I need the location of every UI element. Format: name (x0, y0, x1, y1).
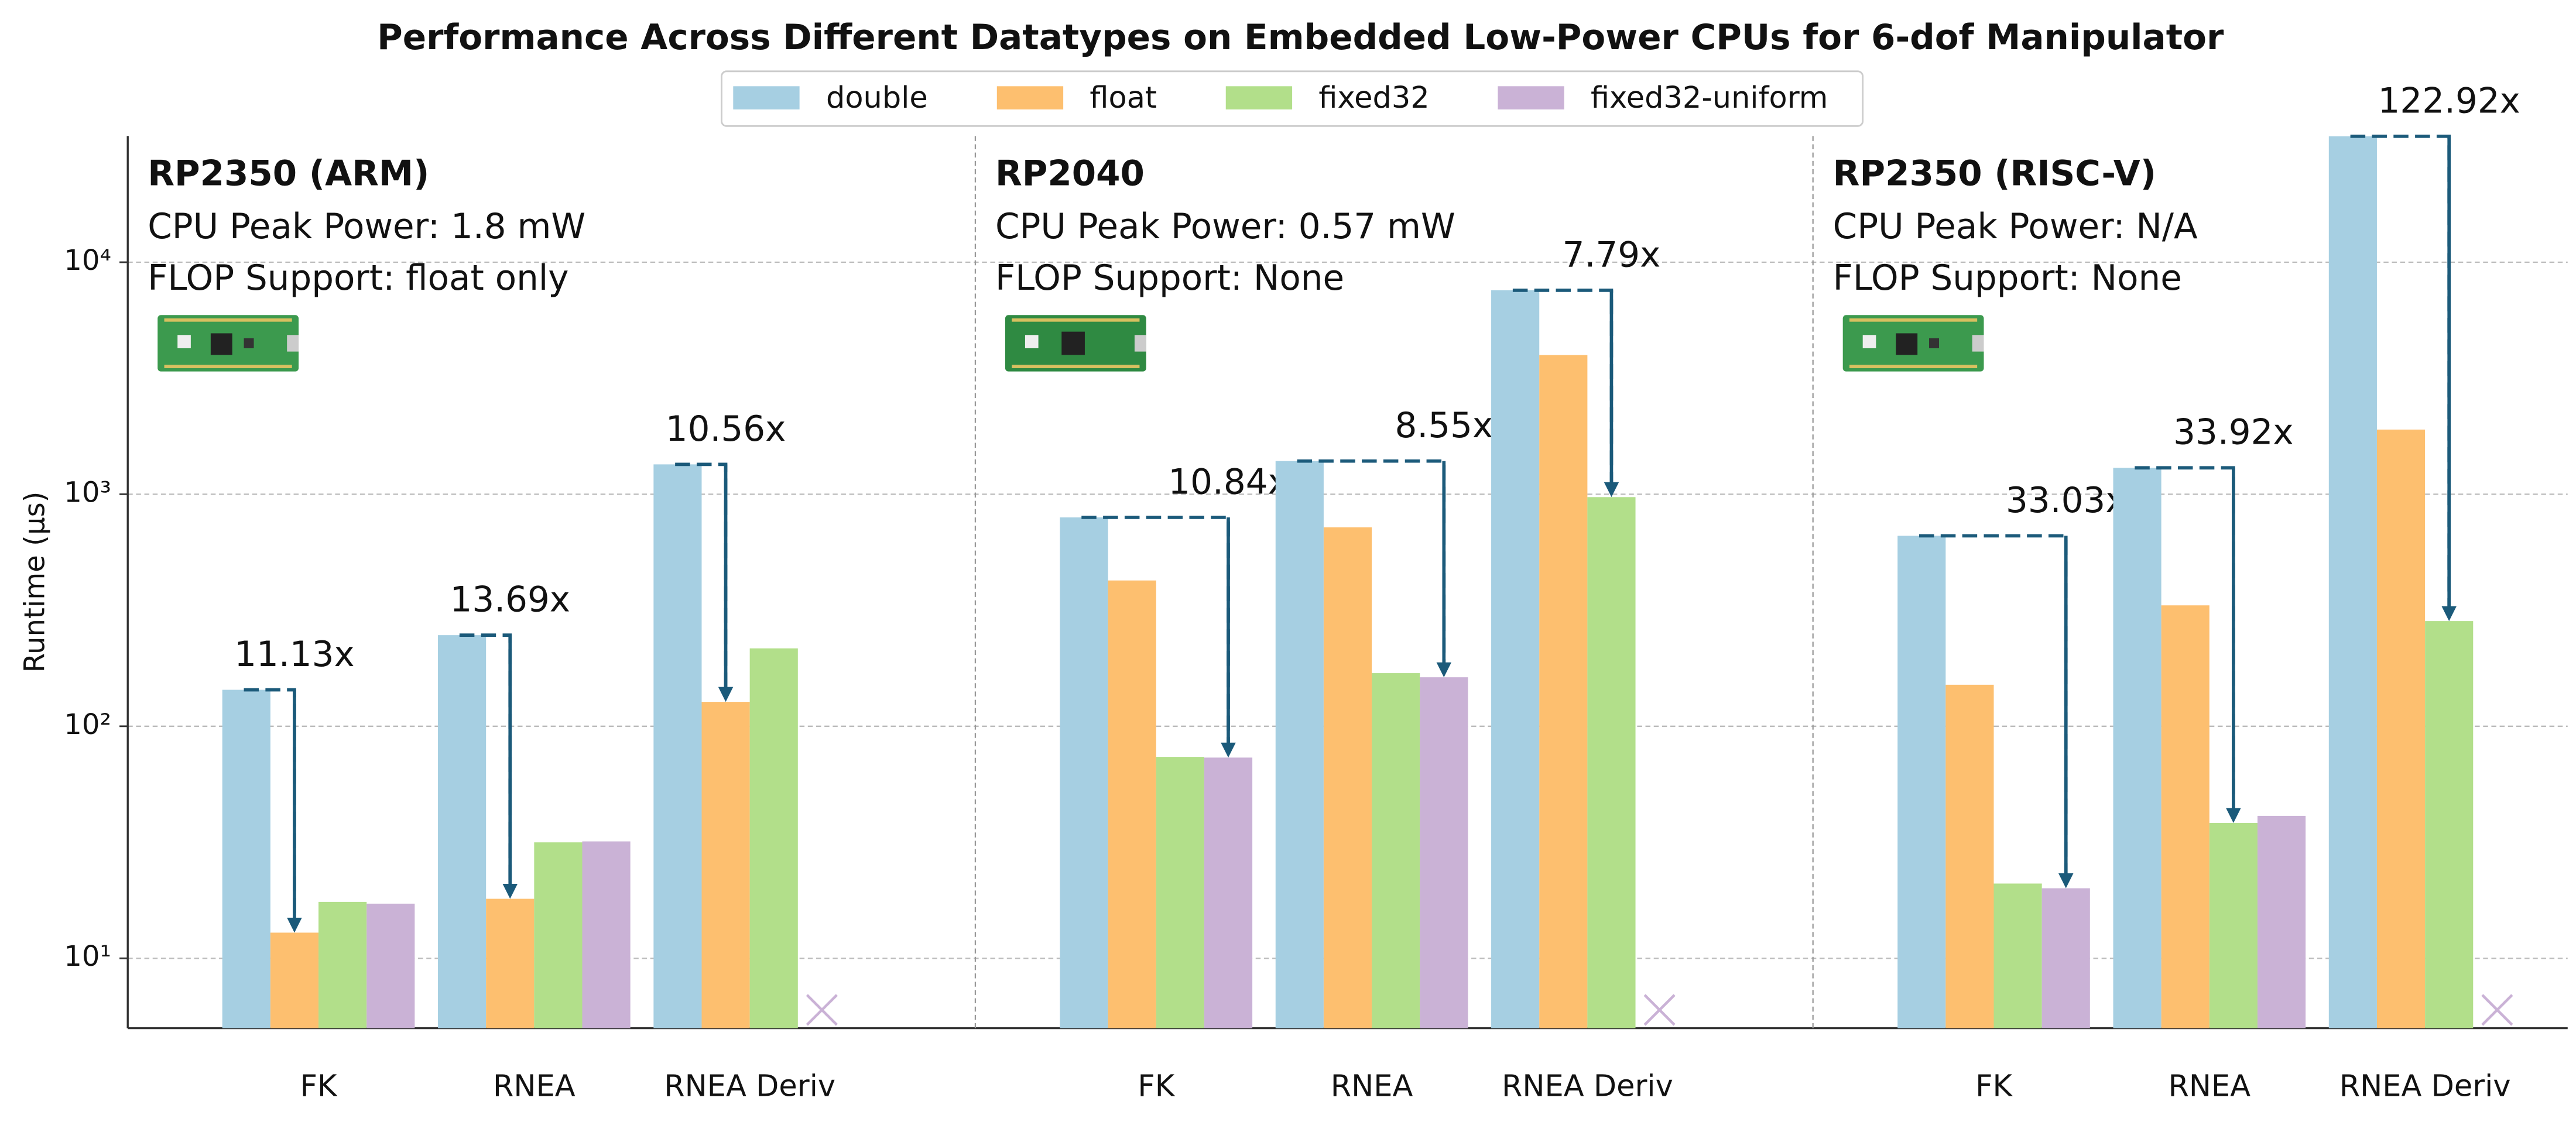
x-tick-label: FK (300, 1069, 338, 1104)
panel-title: RP2350 (RISC-V) (1833, 153, 2156, 194)
x-tick-label: FK (1975, 1069, 2013, 1104)
speedup-label: 10.56x (666, 409, 786, 450)
bar (1945, 684, 1994, 1028)
speedup-label: 122.92x (2378, 81, 2520, 121)
speedup-arrow-head (718, 687, 734, 702)
y-tick-label: 10⁴ (64, 244, 111, 277)
bar (534, 842, 583, 1028)
speedup-label: 7.79x (1563, 235, 1661, 275)
speedup-label: 33.92x (2173, 413, 2293, 453)
chart-title: Performance Across Different Datatypes o… (377, 18, 2224, 58)
legend-label: fixed32 (1318, 81, 1429, 115)
panel-info: FLOP Support: float only (148, 258, 568, 299)
bar (1993, 883, 2042, 1028)
speedup-arrow-head (1221, 742, 1236, 758)
bar (270, 932, 319, 1028)
speedup-arrow (1081, 516, 1230, 745)
bar (701, 702, 750, 1028)
bar (1420, 677, 1468, 1028)
panel-info: FLOP Support: None (995, 258, 1344, 299)
bar (749, 648, 798, 1028)
bar (1897, 536, 1946, 1028)
speedup-arrow-head (2058, 873, 2074, 889)
x-tick-label: RNEA Deriv (2339, 1069, 2511, 1104)
bar (2328, 136, 2377, 1028)
bar (486, 898, 535, 1028)
bar (1156, 757, 1204, 1028)
panel-info: FLOP Support: None (1833, 258, 2182, 299)
speedup-arrow-head (1604, 482, 1619, 498)
board-icons (157, 315, 1984, 372)
x-tick-label: RNEA Deriv (664, 1069, 835, 1104)
bar (1539, 355, 1588, 1028)
bar (1491, 290, 1540, 1028)
bar (1372, 673, 1420, 1028)
speedup-label: 13.69x (450, 580, 570, 620)
speedup-arrow-head (2226, 808, 2241, 824)
bar (2376, 429, 2426, 1028)
bar (222, 690, 270, 1028)
panel-info: CPU Peak Power: 0.57 mW (995, 207, 1455, 247)
bar (2425, 621, 2474, 1028)
bar (582, 841, 631, 1028)
legend-swatch (1498, 86, 1564, 109)
bar (1204, 757, 1253, 1028)
panel-info: CPU Peak Power: N/A (1833, 207, 2198, 247)
speedup-arrow-head (502, 884, 518, 899)
speedup-label: 33.03x (2006, 481, 2126, 521)
y-tick-label: 10³ (64, 476, 111, 509)
speedup-label: 11.13x (234, 634, 355, 675)
bar (2113, 468, 2161, 1028)
y-axis-label: Runtime (µs) (18, 492, 51, 673)
bar (1587, 497, 1636, 1028)
board-icon (157, 315, 299, 372)
legend-swatch (1225, 86, 1293, 109)
bar (2041, 888, 2090, 1028)
bar (366, 903, 415, 1028)
board-icon (1005, 315, 1146, 372)
bar (2209, 823, 2258, 1028)
x-tick-label: RNEA Deriv (1502, 1069, 1673, 1104)
y-tick-label: 10² (64, 708, 111, 741)
speedup-arrow-head (2441, 606, 2457, 622)
bar (1108, 580, 1156, 1028)
missing-marker (1643, 994, 1676, 1026)
legend-swatch (733, 86, 800, 109)
bar (653, 464, 702, 1028)
panel-info: CPU Peak Power: 1.8 mW (148, 207, 585, 247)
bar (2161, 605, 2210, 1028)
missing-marker (806, 994, 838, 1026)
speedup-label: 10.84x (1168, 462, 1288, 502)
missing-marker (2481, 994, 2513, 1026)
legend-label: fixed32-uniform (1591, 81, 1828, 115)
legend-swatch (996, 86, 1064, 109)
bar (318, 901, 367, 1028)
bar (1323, 527, 1372, 1028)
y-tick-label: 10¹ (64, 940, 111, 973)
legend-label: double (826, 81, 928, 115)
bar (1275, 461, 1324, 1028)
bar (2257, 815, 2306, 1028)
x-tick-label: RNEA (1331, 1069, 1413, 1104)
panel-title: RP2350 (ARM) (148, 153, 429, 194)
legend-label: float (1090, 81, 1157, 115)
x-tick-label: FK (1138, 1069, 1175, 1104)
bar (1060, 517, 1108, 1028)
x-tick-label: RNEA (2168, 1069, 2250, 1104)
speedup-arrow-head (287, 917, 302, 933)
speedup-label: 8.55x (1395, 406, 1493, 446)
panel-title: RP2040 (995, 153, 1145, 194)
bar (438, 635, 487, 1028)
x-tick-label: RNEA (493, 1069, 576, 1104)
speedup-arrow-head (1436, 662, 1452, 678)
board-icon (1842, 315, 1984, 372)
